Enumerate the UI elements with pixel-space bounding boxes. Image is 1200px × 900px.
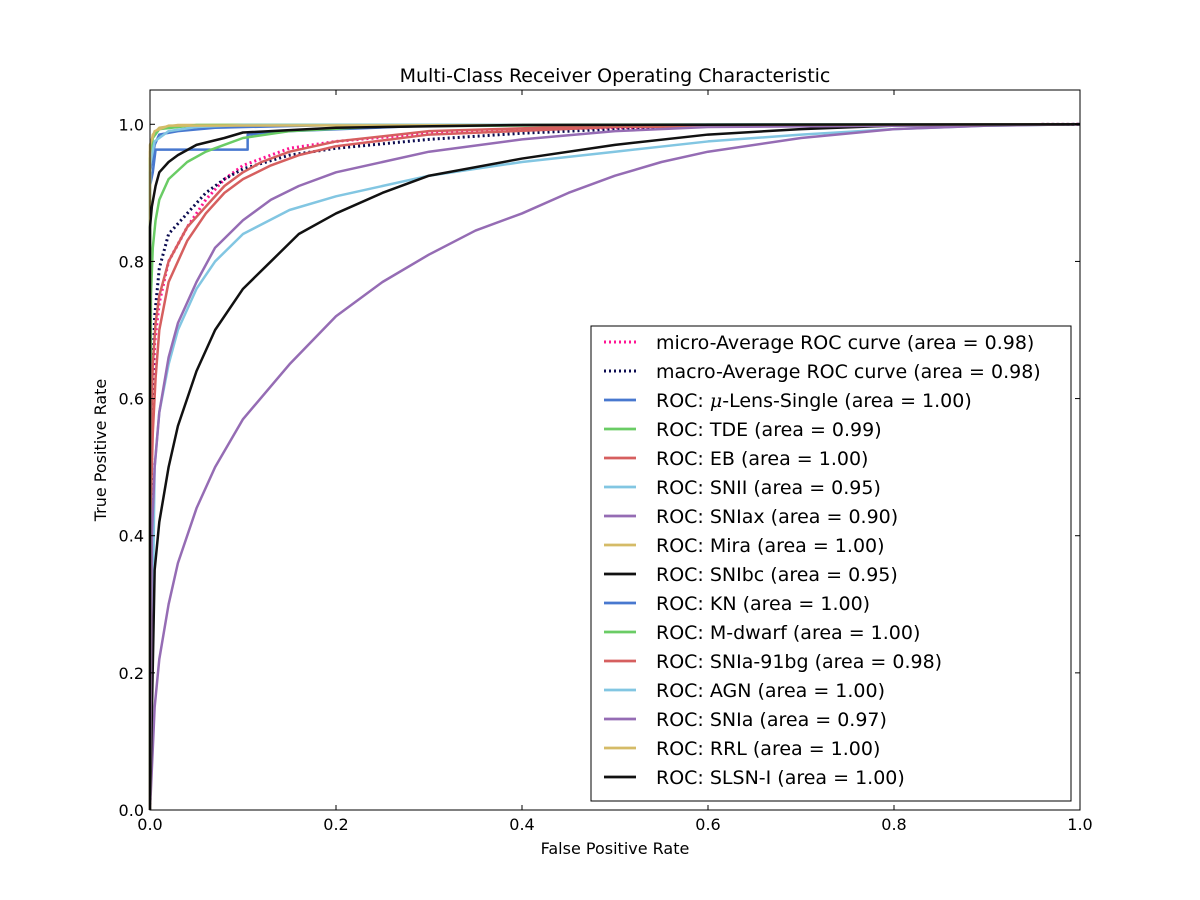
legend-label-14: ROC: RRL (area = 1.00) bbox=[656, 738, 880, 760]
x-tick-label: 0.0 bbox=[137, 815, 162, 834]
y-tick-label: 0.4 bbox=[119, 527, 144, 546]
legend-box bbox=[590, 325, 1072, 802]
x-tick-label: 1.0 bbox=[1067, 815, 1092, 834]
x-tick-label: 0.4 bbox=[509, 815, 534, 834]
legend-label-11: ROC: SNIa-91bg (area = 0.98) bbox=[656, 651, 942, 673]
chart-title: Multi-Class Receiver Operating Character… bbox=[400, 65, 831, 87]
legend-label-2: ROC: μ-Lens-Single (area = 1.00) bbox=[656, 390, 972, 412]
legend-label-12: ROC: AGN (area = 1.00) bbox=[656, 680, 885, 702]
roc-curve-6 bbox=[148, 123, 1081, 811]
legend-label-3: ROC: TDE (area = 0.99) bbox=[656, 419, 882, 441]
y-tick-label: 0.0 bbox=[119, 801, 144, 820]
legend: micro-Average ROC curve (area = 0.98) mac… bbox=[590, 325, 1072, 802]
roc-curve-13 bbox=[148, 123, 1081, 811]
roc-curve-11 bbox=[148, 123, 1081, 811]
plot-frame bbox=[149, 89, 1081, 811]
legend-label-5: ROC: SNII (area = 0.95) bbox=[656, 477, 881, 499]
x-tick-label: 0.6 bbox=[695, 815, 720, 834]
legend-label-9: ROC: KN (area = 1.00) bbox=[656, 593, 870, 615]
roc-curve-1 bbox=[148, 122, 1081, 811]
x-axis-label: False Positive Rate bbox=[541, 839, 690, 858]
legend-label-15: ROC: SLSN-I (area = 1.00) bbox=[656, 767, 905, 789]
legend-label-13: ROC: SNIa (area = 0.97) bbox=[656, 709, 887, 731]
legend-label-10: ROC: M-dwarf (area = 1.00) bbox=[656, 622, 920, 644]
legend-label-4: ROC: EB (area = 1.00) bbox=[656, 448, 868, 470]
roc-curve-15 bbox=[148, 123, 1081, 810]
y-tick-label: 0.2 bbox=[119, 664, 144, 683]
x-tick-label: 0.2 bbox=[323, 815, 348, 834]
legend-label-1: macro-Average ROC curve (area = 0.98) bbox=[656, 361, 1041, 383]
axis-ticks: 0.0 0.2 0.4 0.6 0.8 1.0 0.0 0.2 0.4 0.6 0.8 1.0 bbox=[119, 90, 1093, 834]
y-axis-label: True Positive Rate bbox=[91, 379, 110, 523]
legend-label-8: ROC: SNIbc (area = 0.95) bbox=[656, 564, 898, 586]
roc-curve-4 bbox=[148, 123, 1081, 811]
y-tick-label: 1.0 bbox=[119, 115, 144, 134]
x-tick-label: 0.8 bbox=[881, 815, 906, 834]
roc-curve-8 bbox=[148, 123, 1081, 811]
legend-label-6: ROC: SNIax (area = 0.90) bbox=[656, 506, 898, 528]
y-tick-label: 0.8 bbox=[119, 252, 144, 271]
legend-label-7: ROC: Mira (area = 1.00) bbox=[656, 535, 885, 557]
legend-label-0: micro-Average ROC curve (area = 0.98) bbox=[656, 332, 1034, 354]
y-tick-label: 0.6 bbox=[119, 390, 144, 409]
